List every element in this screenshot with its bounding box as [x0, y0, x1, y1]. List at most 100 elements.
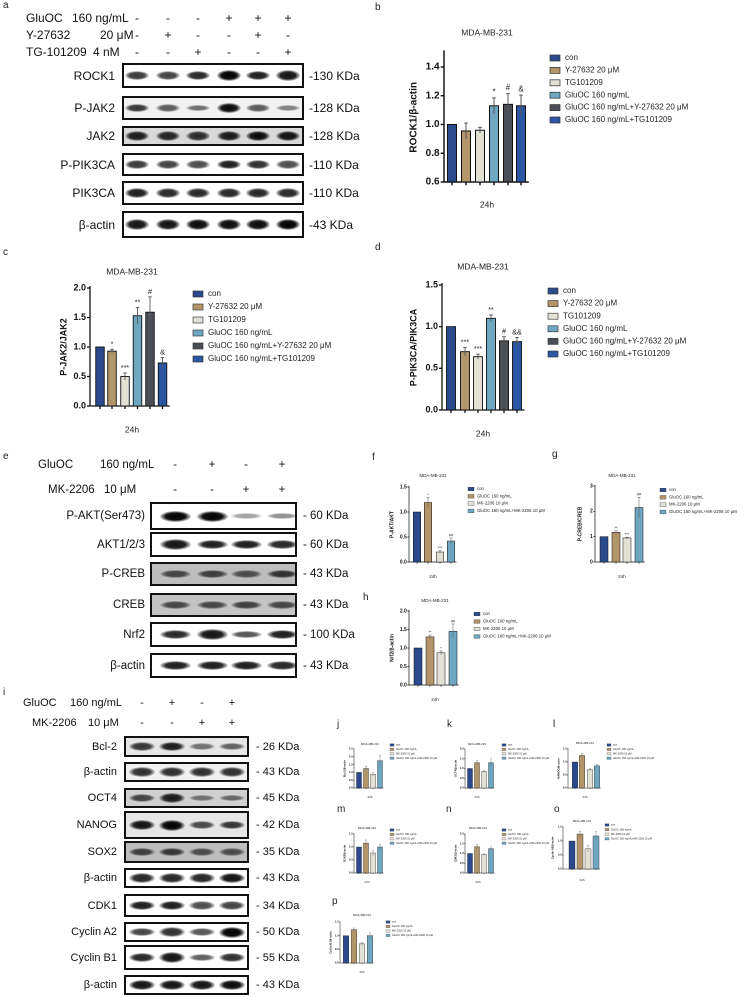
legend-label: GluOC 160 ng/mL+MK-2206 10 μM	[477, 508, 545, 513]
blot-protein-label: β-actin	[110, 659, 145, 672]
chart-title: MDA-MB-231	[106, 266, 158, 276]
protein-band	[276, 188, 300, 198]
protein-band	[266, 629, 295, 640]
x-axis-label: 24h	[475, 880, 480, 884]
significance-marker: **	[614, 525, 618, 530]
chart-m: MDA-MB-231 0.0 0.5 1.0 1.5 SOX2/β-actin 24h con…	[343, 826, 437, 884]
bar-l-2	[587, 769, 593, 789]
y-tick-label: 0.8	[426, 148, 440, 159]
y-axis-label: OCT4/β-actin	[454, 760, 458, 778]
lane-plus-sign: +	[168, 697, 176, 709]
panel-label-d: d	[375, 242, 381, 253]
protein-band	[189, 979, 215, 991]
legend-label: GluOC 160 ng/mL+Y-27632 20 μM	[565, 103, 689, 112]
blot-molecular-weight: - 60 KDa	[303, 510, 349, 522]
lane-plus-sign: +	[164, 28, 172, 42]
protein-band	[217, 131, 241, 141]
treatment-name: GluOC	[38, 459, 74, 471]
y-tick-label: 1.0	[563, 760, 567, 764]
bar-m-1	[363, 842, 369, 874]
bar-c-5	[157, 362, 168, 407]
legend-swatch	[473, 627, 481, 631]
chart-title: MDA-MB-231	[457, 261, 509, 271]
protein-band	[189, 873, 215, 883]
blot-protein-label: β-actin	[78, 217, 115, 232]
legend-label: GluOC 160 ng/mL	[565, 90, 630, 99]
legend-swatch	[604, 837, 610, 841]
protein-band	[189, 794, 215, 802]
blot-molecular-weight: - 43 KDa	[256, 872, 300, 884]
treatment-dose: 160 ng/mL	[70, 697, 122, 709]
blot-molecular-weight: - 43 KDa	[303, 659, 349, 672]
protein-band	[189, 953, 215, 962]
western-blot-strip	[150, 622, 297, 647]
western-blot-strip	[122, 96, 304, 120]
legend-swatch	[389, 837, 395, 841]
lane-minus-sign: -	[196, 11, 200, 25]
legend-swatch	[389, 743, 395, 747]
x-axis-label: 24h	[476, 428, 490, 438]
legend-label: con	[208, 289, 221, 298]
y-tick-label: 1.5	[73, 312, 86, 322]
lane-plus-sign: +	[228, 697, 236, 709]
y-axis-label: P-CREB/CREB	[577, 506, 583, 541]
significance-marker: *	[427, 492, 429, 497]
y-tick-label: 1.0	[400, 645, 407, 651]
bar-g-2	[622, 537, 632, 563]
x-axis-label: 24h	[480, 199, 494, 209]
y-tick-label: 3	[590, 483, 593, 489]
legend-label: con	[508, 829, 513, 832]
blot-protein-label: NANOG	[76, 819, 117, 831]
bar-l-3	[594, 765, 600, 789]
western-blot-strip	[150, 593, 297, 617]
y-tick-label: 0.0	[558, 867, 562, 871]
protein-band	[217, 159, 241, 170]
chart-p: MDA-MB-231 0.0 0.5 1.0 1.5 Cyclin B1/β-actin 2…	[329, 913, 433, 974]
panel-label-l: l	[553, 719, 556, 730]
protein-band	[219, 848, 245, 856]
chart-title: MDA-MB-231	[469, 826, 488, 830]
lane-plus-sign: +	[242, 484, 250, 496]
significance-marker: *	[111, 339, 114, 348]
y-axis-label: ROCK1/β-actin	[409, 82, 420, 153]
panel-label-i: i	[3, 687, 6, 698]
bar-k-0	[467, 768, 473, 789]
legend-swatch	[606, 752, 612, 756]
protein-band	[129, 952, 155, 963]
y-tick-label: 1.5	[460, 841, 464, 845]
significance-marker: &&	[512, 328, 522, 337]
protein-band	[156, 104, 180, 112]
blot-protein-label: PIK3CA	[72, 186, 115, 200]
blot-protein-label: β-actin	[83, 979, 117, 991]
lane-minus-sign: -	[135, 28, 139, 42]
legend-swatch	[467, 501, 475, 506]
protein-band	[159, 629, 191, 640]
significance-marker: ##	[637, 492, 642, 497]
bar-n-0	[467, 853, 473, 874]
legend-label: GluOC 160 ng/mL+TG101209	[565, 115, 673, 124]
y-tick-label: 2.0	[460, 747, 464, 751]
protein-band	[189, 928, 215, 936]
y-tick-label: 1.0	[349, 770, 353, 774]
y-tick-label: 0.0	[73, 400, 86, 410]
bar-k-2	[481, 771, 487, 789]
lane-plus-sign: +	[225, 11, 233, 25]
protein-band	[196, 601, 228, 609]
protein-band	[129, 900, 155, 911]
legend-label: GluOC 160 ng/mL	[483, 619, 518, 624]
y-tick-label: 0.5	[558, 853, 562, 857]
y-axis-label: SOX2/β-actin	[343, 845, 347, 863]
bar-o-1	[576, 833, 584, 870]
legend-label: MK-2206 10 μM	[611, 832, 630, 836]
significance-marker: &	[160, 348, 165, 357]
y-tick-label: 0.5	[349, 778, 353, 782]
blot-protein-label: CDK1	[87, 899, 117, 912]
legend-swatch	[547, 300, 559, 307]
legend-swatch	[549, 54, 561, 62]
protein-band	[189, 820, 215, 830]
western-blot-strip	[150, 502, 297, 530]
bar-p-1	[351, 929, 357, 964]
y-tick-label: 2.0	[73, 282, 86, 292]
western-blot-strip	[124, 945, 249, 970]
